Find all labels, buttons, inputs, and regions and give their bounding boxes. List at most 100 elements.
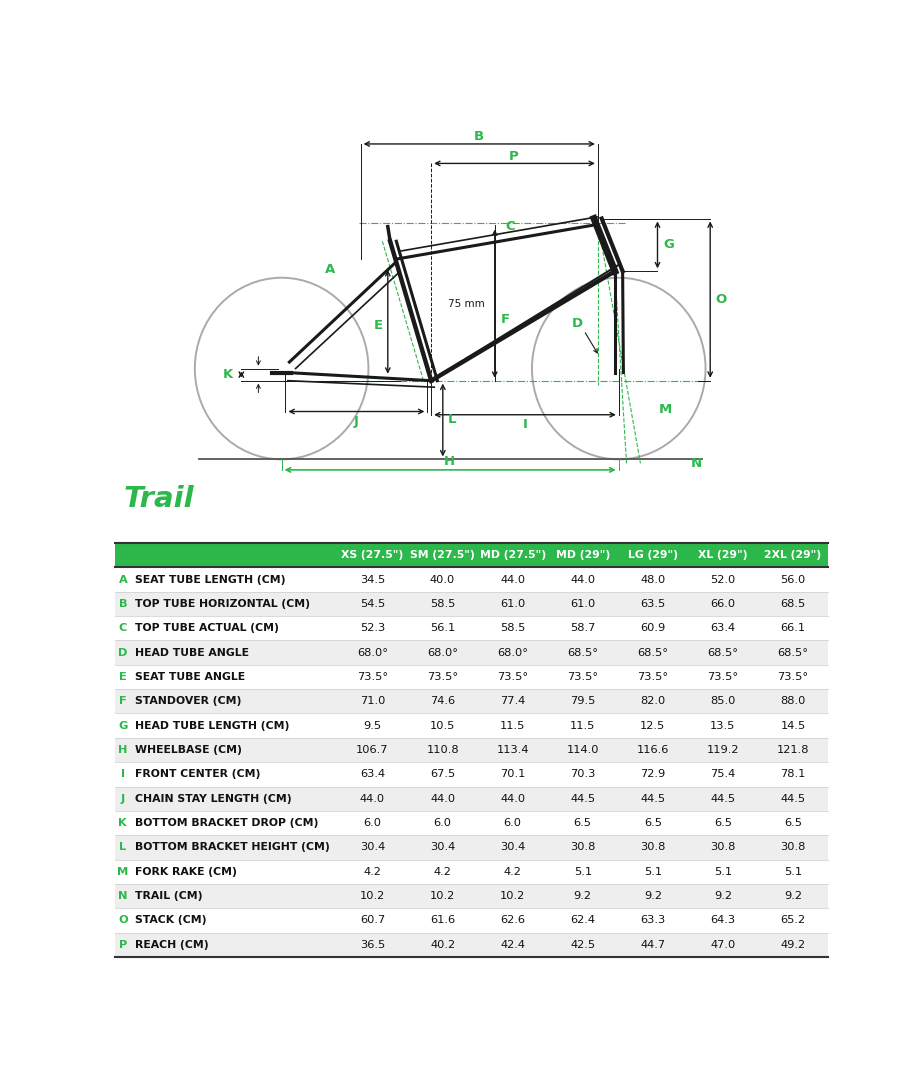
Bar [115, 616, 827, 640]
Text: 106.7: 106.7 [356, 745, 389, 755]
Text: REACH (CM): REACH (CM) [135, 940, 209, 950]
Text: F: F [501, 314, 510, 327]
Text: L: L [448, 413, 456, 426]
Text: 14.5: 14.5 [779, 720, 805, 731]
Text: 4.2: 4.2 [363, 867, 381, 876]
Bar [115, 932, 827, 957]
Text: HEAD TUBE LENGTH (CM): HEAD TUBE LENGTH (CM) [135, 720, 289, 731]
Bar [115, 714, 827, 737]
Text: 9.2: 9.2 [643, 892, 661, 901]
Text: 65.2: 65.2 [779, 915, 805, 926]
Text: 56.1: 56.1 [429, 623, 455, 633]
Text: 44.5: 44.5 [570, 793, 595, 804]
Text: 78.1: 78.1 [779, 770, 805, 779]
Text: M: M [117, 867, 129, 876]
Text: 68.0°: 68.0° [426, 648, 458, 658]
Text: G: G [118, 720, 128, 731]
Text: 73.5°: 73.5° [777, 672, 808, 682]
Text: 49.2: 49.2 [779, 940, 805, 950]
Text: D: D [572, 317, 583, 331]
Text: 5.1: 5.1 [783, 867, 801, 876]
Text: K: K [119, 818, 127, 828]
Text: 44.5: 44.5 [709, 793, 734, 804]
Text: 70.1: 70.1 [499, 770, 525, 779]
Text: 68.5°: 68.5° [567, 648, 597, 658]
Text: 60.9: 60.9 [640, 623, 664, 633]
Text: 9.2: 9.2 [573, 892, 591, 901]
Text: FRONT CENTER (CM): FRONT CENTER (CM) [135, 770, 260, 779]
Text: BOTTOM BRACKET HEIGHT (CM): BOTTOM BRACKET HEIGHT (CM) [135, 842, 329, 853]
Text: 61.0: 61.0 [500, 599, 525, 609]
Text: 71.0: 71.0 [359, 696, 385, 706]
Text: I: I [120, 770, 125, 779]
Text: 58.5: 58.5 [429, 599, 455, 609]
Text: J: J [353, 415, 358, 428]
Text: 110.8: 110.8 [425, 745, 459, 755]
Text: 73.5°: 73.5° [637, 672, 667, 682]
Bar [115, 592, 827, 616]
Text: 5.1: 5.1 [713, 867, 732, 876]
Bar [115, 884, 827, 909]
Text: 79.5: 79.5 [570, 696, 595, 706]
Text: 74.6: 74.6 [429, 696, 455, 706]
Text: SEAT TUBE ANGLE: SEAT TUBE ANGLE [135, 672, 244, 682]
Text: A: A [119, 575, 127, 584]
Text: WHEELBASE (CM): WHEELBASE (CM) [135, 745, 242, 755]
Text: 36.5: 36.5 [359, 940, 385, 950]
Text: TOP TUBE ACTUAL (CM): TOP TUBE ACTUAL (CM) [135, 623, 278, 633]
Text: 68.0°: 68.0° [496, 648, 528, 658]
Text: 13.5: 13.5 [709, 720, 735, 731]
Text: 61.6: 61.6 [429, 915, 455, 926]
Bar [115, 689, 827, 714]
Bar [115, 787, 827, 811]
Text: 2XL (29"): 2XL (29") [764, 550, 821, 561]
Text: 73.5°: 73.5° [496, 672, 528, 682]
Text: L: L [119, 842, 126, 853]
Text: 30.4: 30.4 [359, 842, 385, 853]
Text: E: E [373, 319, 382, 332]
Text: F: F [119, 696, 127, 706]
Bar [115, 811, 827, 835]
Text: 60.7: 60.7 [359, 915, 385, 926]
Text: 9.5: 9.5 [363, 720, 381, 731]
Text: 73.5°: 73.5° [566, 672, 597, 682]
Bar [115, 909, 827, 932]
Text: 44.7: 44.7 [640, 940, 664, 950]
Text: 40.2: 40.2 [429, 940, 455, 950]
Text: 63.3: 63.3 [640, 915, 664, 926]
Text: STANDOVER (CM): STANDOVER (CM) [135, 696, 241, 706]
Text: 68.0°: 68.0° [357, 648, 388, 658]
Text: 56.0: 56.0 [779, 575, 805, 584]
Text: MD (27.5"): MD (27.5") [479, 550, 545, 561]
Text: 6.5: 6.5 [643, 818, 661, 828]
Text: SEAT TUBE LENGTH (CM): SEAT TUBE LENGTH (CM) [135, 575, 285, 584]
Text: 44.0: 44.0 [429, 793, 455, 804]
Text: K: K [222, 368, 233, 381]
Text: STACK (CM): STACK (CM) [135, 915, 206, 926]
Text: 30.8: 30.8 [709, 842, 735, 853]
Text: MD (29"): MD (29") [555, 550, 609, 561]
Text: 6.5: 6.5 [573, 818, 591, 828]
Bar [115, 567, 827, 592]
Text: 68.5°: 68.5° [637, 648, 667, 658]
Text: 44.0: 44.0 [359, 793, 385, 804]
Text: Trail: Trail [123, 485, 194, 513]
Text: G: G [663, 238, 673, 251]
Text: XS (27.5"): XS (27.5") [341, 550, 403, 561]
Text: LG (29"): LG (29") [627, 550, 677, 561]
Text: N: N [118, 892, 128, 901]
Text: 6.0: 6.0 [503, 818, 521, 828]
Text: 62.4: 62.4 [570, 915, 595, 926]
Text: B: B [473, 130, 483, 143]
Text: 114.0: 114.0 [566, 745, 598, 755]
Text: CHAIN STAY LENGTH (CM): CHAIN STAY LENGTH (CM) [135, 793, 291, 804]
Text: TOP TUBE HORIZONTAL (CM): TOP TUBE HORIZONTAL (CM) [135, 599, 310, 609]
Text: 6.0: 6.0 [433, 818, 451, 828]
Text: 42.5: 42.5 [570, 940, 595, 950]
Text: 72.9: 72.9 [640, 770, 664, 779]
Text: 67.5: 67.5 [429, 770, 455, 779]
Text: 4.2: 4.2 [504, 867, 521, 876]
Text: 61.0: 61.0 [570, 599, 595, 609]
Text: 68.5°: 68.5° [707, 648, 738, 658]
Text: 10.2: 10.2 [500, 892, 525, 901]
